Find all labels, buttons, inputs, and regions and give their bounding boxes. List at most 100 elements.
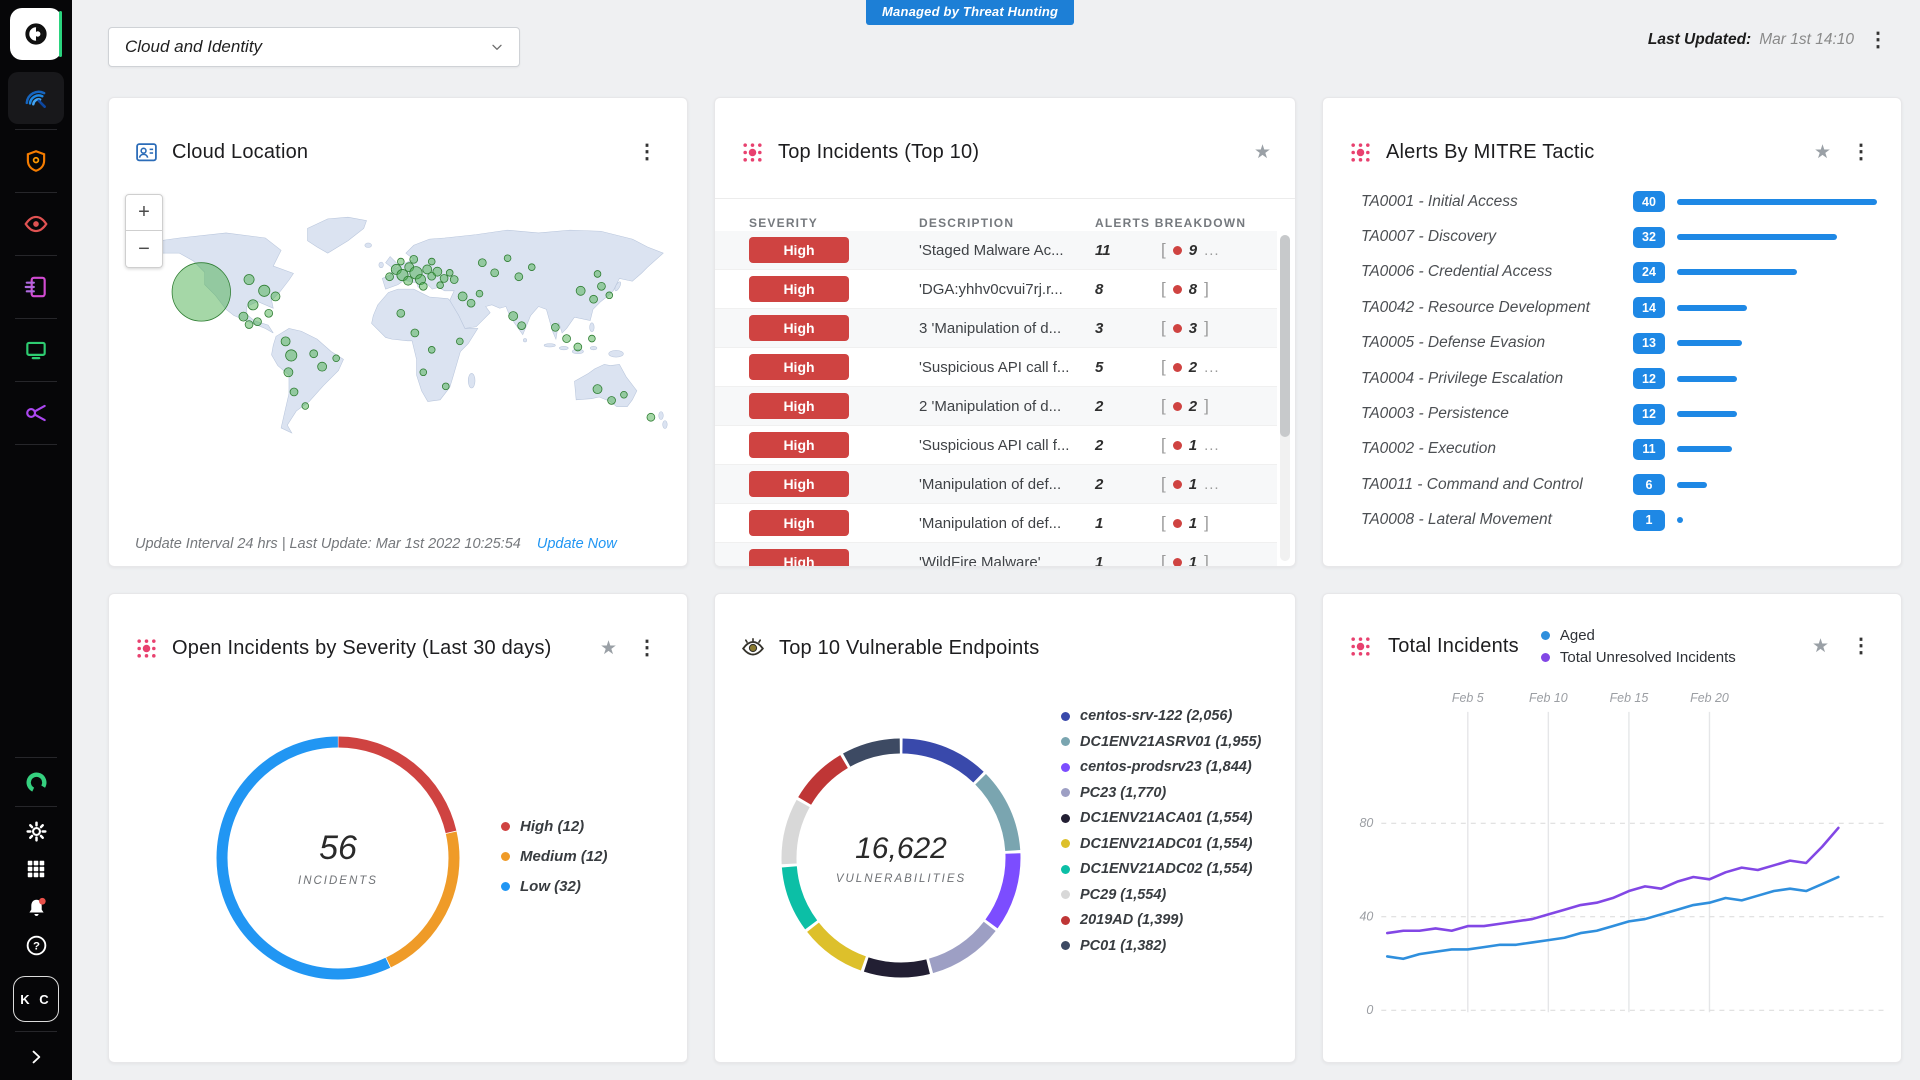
map-marker[interactable] bbox=[418, 281, 428, 291]
map-marker[interactable] bbox=[449, 275, 459, 284]
favorite-star-icon[interactable]: ★ bbox=[1813, 141, 1831, 163]
mitre-tactic-row[interactable]: TA0005 - Defense Evasion 13 bbox=[1361, 326, 1877, 361]
map-marker[interactable] bbox=[309, 349, 319, 359]
favorite-star-icon[interactable]: ★ bbox=[599, 637, 617, 659]
map-marker[interactable] bbox=[270, 291, 281, 302]
mitre-tactic-row[interactable]: TA0042 - Resource Development 14 bbox=[1361, 290, 1877, 325]
map-marker[interactable] bbox=[285, 349, 298, 362]
map-marker[interactable] bbox=[332, 354, 340, 363]
map-marker[interactable] bbox=[475, 289, 484, 298]
map-zoom-out-button[interactable]: − bbox=[125, 231, 163, 268]
map-marker[interactable] bbox=[283, 367, 294, 378]
map-marker[interactable] bbox=[439, 274, 449, 283]
series-line-total-unresolved-incidents[interactable] bbox=[1385, 826, 1840, 935]
mitre-tactic-row[interactable]: TA0001 - Initial Access 40 bbox=[1361, 184, 1877, 219]
sidebar-item-access[interactable] bbox=[8, 387, 64, 439]
map-marker[interactable] bbox=[436, 281, 444, 289]
mitre-tactic-row[interactable]: TA0004 - Privilege Escalation 12 bbox=[1361, 361, 1877, 396]
donut-segment[interactable] bbox=[216, 736, 460, 980]
map-marker[interactable] bbox=[427, 257, 436, 266]
incident-row[interactable]: High 'WildFire Malware' 1 [1] bbox=[715, 543, 1277, 566]
map-marker[interactable] bbox=[490, 268, 499, 278]
map-marker[interactable] bbox=[508, 311, 519, 321]
map-marker[interactable] bbox=[247, 299, 259, 311]
donut-segment[interactable] bbox=[781, 738, 1021, 978]
map-marker[interactable] bbox=[527, 263, 536, 271]
map-marker[interactable] bbox=[243, 274, 255, 286]
map-marker[interactable] bbox=[422, 264, 433, 275]
map-marker[interactable] bbox=[597, 281, 606, 291]
mitre-tactic-row[interactable]: TA0003 - Persistence 12 bbox=[1361, 396, 1877, 431]
incident-row[interactable]: High 2 'Manipulation of d... 2 [2] bbox=[715, 387, 1277, 426]
world-map[interactable] bbox=[117, 180, 679, 514]
panel-kebab-menu[interactable]: ⋮ bbox=[637, 637, 657, 660]
map-marker[interactable] bbox=[396, 308, 406, 318]
map-marker[interactable] bbox=[517, 321, 526, 330]
map-marker[interactable] bbox=[607, 396, 616, 405]
panel-kebab-menu[interactable]: ⋮ bbox=[1851, 141, 1871, 164]
map-marker[interactable] bbox=[432, 266, 443, 277]
endpoints-donut-chart[interactable] bbox=[771, 728, 1031, 988]
map-marker[interactable] bbox=[592, 384, 603, 395]
cortex-logo[interactable] bbox=[10, 8, 62, 60]
map-marker[interactable] bbox=[620, 391, 628, 399]
sidebar-item-reports[interactable] bbox=[8, 261, 64, 313]
map-marker[interactable] bbox=[427, 346, 436, 354]
map-marker[interactable] bbox=[403, 275, 414, 286]
map-marker[interactable] bbox=[171, 262, 231, 322]
mitre-tactic-row[interactable]: TA0008 - Lateral Movement 1 bbox=[1361, 503, 1877, 538]
incident-row[interactable]: High 'Manipulation of def... 1 [1] bbox=[715, 504, 1277, 543]
avatar[interactable]: K C bbox=[13, 976, 59, 1022]
map-marker[interactable] bbox=[238, 311, 249, 322]
incident-row[interactable]: High 'DGA:yhhv0cvui7rj.r... 8 [8] bbox=[715, 270, 1277, 309]
map-marker[interactable] bbox=[605, 291, 614, 300]
mitre-tactic-row[interactable]: TA0011 - Command and Control 6 bbox=[1361, 467, 1877, 502]
map-zoom-in-button[interactable]: + bbox=[125, 194, 163, 231]
map-marker[interactable] bbox=[258, 284, 271, 297]
map-marker[interactable] bbox=[253, 317, 262, 327]
map-marker[interactable] bbox=[573, 342, 583, 352]
sidebar-item-investigation[interactable] bbox=[8, 198, 64, 250]
update-now-link[interactable]: Update Now bbox=[536, 536, 617, 552]
map-marker[interactable] bbox=[397, 257, 405, 266]
map-marker[interactable] bbox=[280, 336, 291, 347]
dashboard-select[interactable]: Cloud and Identity bbox=[108, 27, 520, 67]
incident-row[interactable]: High 'Suspicious API call f... 5 [2... bbox=[715, 348, 1277, 387]
favorite-star-icon[interactable]: ★ bbox=[1811, 635, 1829, 657]
mitre-tactic-row[interactable]: TA0007 - Discovery 32 bbox=[1361, 219, 1877, 254]
favorite-star-icon[interactable]: ★ bbox=[1253, 141, 1271, 163]
incident-row[interactable]: High 3 'Manipulation of d... 3 [3] bbox=[715, 309, 1277, 348]
series-line-aged[interactable] bbox=[1385, 875, 1840, 961]
incident-row[interactable]: High 'Suspicious API call f... 2 [1... bbox=[715, 426, 1277, 465]
map-marker[interactable] bbox=[317, 361, 328, 372]
mitre-tactic-row[interactable]: TA0006 - Credential Access 24 bbox=[1361, 255, 1877, 290]
mitre-tactic-row[interactable]: TA0002 - Execution 11 bbox=[1361, 432, 1877, 467]
map-marker[interactable] bbox=[503, 254, 512, 262]
apps-menu-button[interactable] bbox=[14, 850, 58, 888]
map-marker[interactable] bbox=[244, 320, 254, 329]
donut-segment[interactable] bbox=[781, 738, 1021, 978]
topbar-kebab-menu[interactable]: ⋮ bbox=[1868, 29, 1888, 51]
map-marker[interactable] bbox=[466, 298, 476, 308]
sidebar-item-dashboards[interactable] bbox=[8, 72, 64, 124]
panel-kebab-menu[interactable]: ⋮ bbox=[637, 141, 657, 164]
map-marker[interactable] bbox=[477, 258, 487, 268]
map-marker[interactable] bbox=[646, 412, 656, 422]
line-chart[interactable]: Feb 5 Feb 10 Feb 15 Feb 20 0 40 80 bbox=[1335, 686, 1893, 1048]
severity-donut-chart[interactable] bbox=[208, 728, 468, 988]
sidebar-item-endpoints[interactable] bbox=[8, 324, 64, 376]
map-marker[interactable] bbox=[419, 368, 428, 377]
map-marker[interactable] bbox=[551, 323, 560, 332]
map-marker[interactable] bbox=[588, 334, 596, 343]
map-marker[interactable] bbox=[514, 272, 524, 282]
incident-row[interactable]: High 'Manipulation of def... 2 [1... bbox=[715, 465, 1277, 504]
incident-row[interactable]: High 'Staged Malware Ac... 11 [9... bbox=[715, 231, 1277, 270]
map-marker[interactable] bbox=[409, 255, 419, 264]
sidebar-item-protection[interactable] bbox=[8, 135, 64, 187]
map-marker[interactable] bbox=[456, 337, 464, 346]
donut-segment[interactable] bbox=[781, 738, 1021, 978]
settings-button[interactable] bbox=[14, 812, 58, 850]
help-button[interactable]: ? bbox=[14, 926, 58, 964]
table-scrollbar-thumb[interactable] bbox=[1280, 235, 1290, 438]
sidebar-expand-button[interactable] bbox=[26, 1047, 46, 1072]
